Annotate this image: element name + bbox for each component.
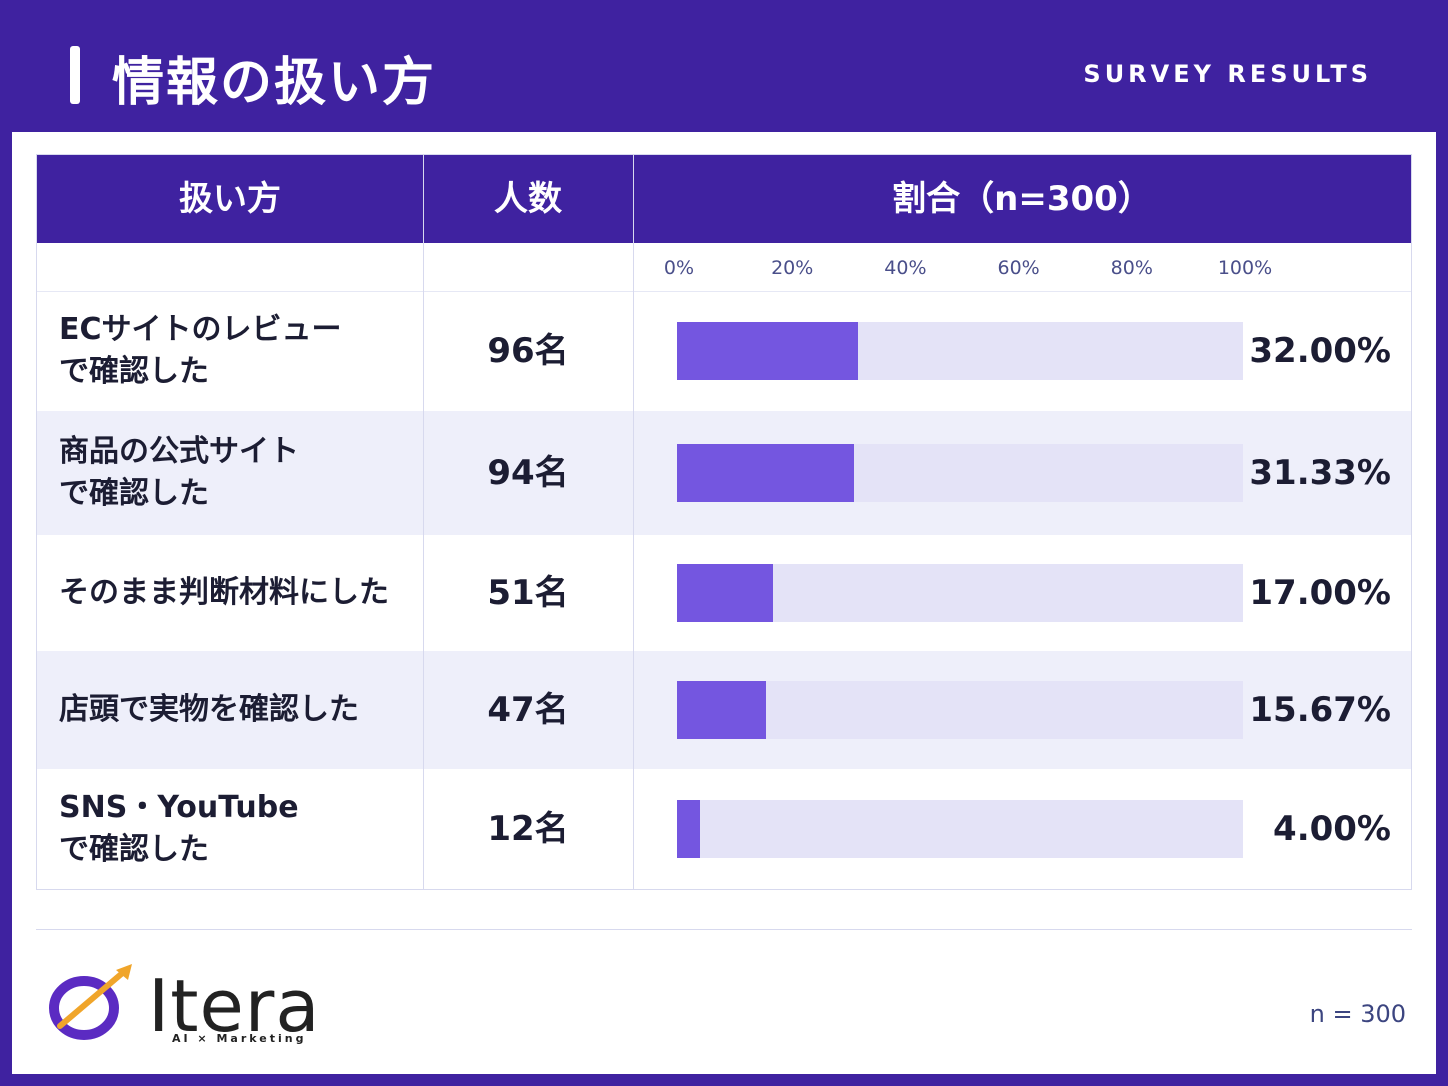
table-row: 商品の公式サイト で確認した 94名 31.33% xyxy=(37,411,1411,535)
axis-tick-label: 0% xyxy=(663,257,695,279)
row-label-line: で確認した xyxy=(59,354,209,389)
bar xyxy=(677,444,855,502)
bar-track xyxy=(677,564,1243,622)
row-count: 96名 xyxy=(487,331,569,371)
brand-logo: Itera AI × Marketing xyxy=(46,964,326,1048)
row-count: 12名 xyxy=(487,809,569,849)
bar-track xyxy=(677,322,1243,380)
itera-logo-icon xyxy=(49,964,132,1040)
row-label: そのまま判断材料にした xyxy=(59,572,389,614)
bar xyxy=(677,322,859,380)
axis-tick-label: 100% xyxy=(1217,257,1273,279)
row-label: ECサイトのレビュー で確認した xyxy=(59,309,342,393)
axis-tick-label: 80% xyxy=(1110,257,1153,279)
bar xyxy=(677,681,766,739)
bar-value-label: 4.00% xyxy=(1273,809,1391,849)
bar-value-label: 15.67% xyxy=(1249,690,1391,730)
sample-size-note: n = 300 xyxy=(1309,1000,1406,1028)
column-divider xyxy=(423,155,424,889)
row-label-line: 商品の公式サイト xyxy=(59,434,299,469)
table-row: SNS・YouTube で確認した 12名 4.00% xyxy=(37,769,1411,889)
row-label-line: で確認した xyxy=(59,832,209,867)
row-label: 店頭で実物を確認した xyxy=(59,689,359,731)
logo-wordmark: Itera xyxy=(148,964,321,1048)
row-label: SNS・YouTube で確認した xyxy=(59,787,299,871)
bar xyxy=(677,564,774,622)
header: 情報の扱い方 SURVEY RESULTS xyxy=(0,0,1448,132)
bar-track xyxy=(677,444,1243,502)
bar-track xyxy=(677,800,1243,858)
table-row: ECサイトのレビュー で確認した 96名 32.00% xyxy=(37,291,1411,411)
row-label-line: 店頭で実物を確認した xyxy=(59,692,359,727)
results-table: 扱い方 人数 割合（n=300） 0% 20% 40% 60% 80% 100% ECサイ… xyxy=(36,154,1412,890)
axis-row: 0% 20% 40% 60% 80% 100% xyxy=(37,243,1411,292)
table-header: 扱い方 人数 割合（n=300） xyxy=(37,155,1411,243)
footer-divider xyxy=(36,929,1412,930)
table-row: そのまま判断材料にした 51名 17.00% xyxy=(37,535,1411,651)
bar xyxy=(677,800,700,858)
bar-value-label: 17.00% xyxy=(1249,573,1391,613)
axis-tick-label: 60% xyxy=(997,257,1040,279)
row-label-line: そのまま判断材料にした xyxy=(59,575,389,610)
column-divider xyxy=(633,155,634,889)
row-label-line: で確認した xyxy=(59,476,209,511)
row-count: 51名 xyxy=(487,573,569,613)
bar-track xyxy=(677,681,1243,739)
page-title: 情報の扱い方 xyxy=(112,53,437,113)
table-row: 店頭で実物を確認した 47名 15.67% xyxy=(37,651,1411,769)
header-count: 人数 xyxy=(494,179,562,219)
page-subtitle: SURVEY RESULTS xyxy=(1083,60,1372,88)
bar-value-label: 32.00% xyxy=(1249,331,1391,371)
title-accent-bar xyxy=(70,46,80,104)
axis-tick-label: 20% xyxy=(771,257,814,279)
bar-value-label: 31.33% xyxy=(1249,453,1391,493)
content-panel: 扱い方 人数 割合（n=300） 0% 20% 40% 60% 80% 100% ECサイ… xyxy=(12,132,1436,1074)
header-method: 扱い方 xyxy=(179,179,281,219)
header-ratio: 割合（n=300） xyxy=(892,179,1152,219)
row-count: 94名 xyxy=(487,453,569,493)
row-label-line: ECサイトのレビュー xyxy=(59,312,342,347)
row-count: 47名 xyxy=(487,690,569,730)
row-label-line: SNS・YouTube xyxy=(59,790,299,825)
axis-tick-label: 40% xyxy=(884,257,927,279)
row-label: 商品の公式サイト で確認した xyxy=(59,431,299,515)
logo-tagline: AI × Marketing xyxy=(172,1032,307,1045)
